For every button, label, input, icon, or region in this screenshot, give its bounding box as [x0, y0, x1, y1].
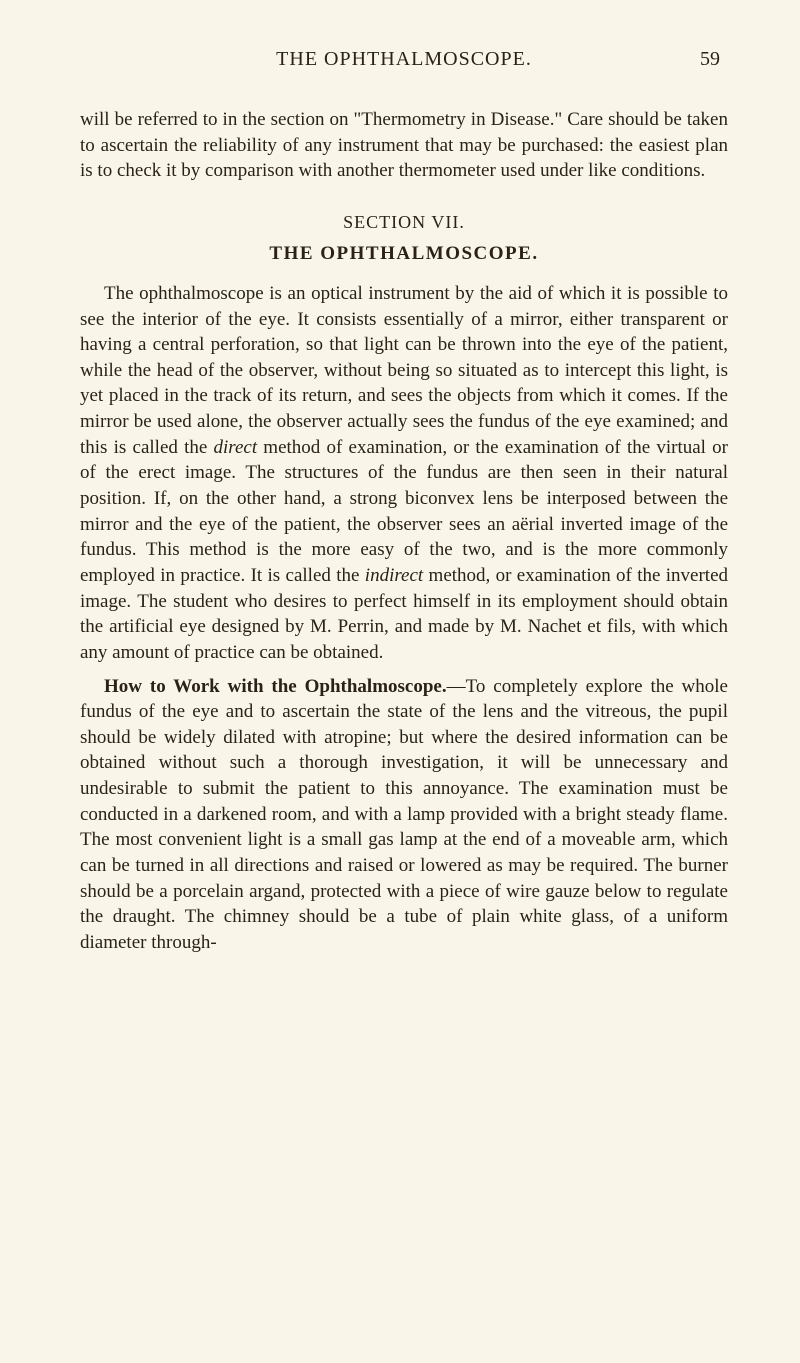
direct-italic: direct [213, 437, 257, 458]
how-to-work-text: —To completely explore the whole fundus … [80, 676, 728, 953]
indirect-italic: indirect [365, 565, 423, 586]
main-paragraph: The ophthalmoscope is an optical instrum… [80, 281, 728, 666]
header-title: THE OPHTHALMOSCOPE. [128, 48, 680, 71]
how-to-work-paragraph: How to Work with the Ophthalmoscope.—To … [80, 674, 728, 956]
page-number: 59 [680, 48, 720, 71]
main-text-part1: The ophthalmoscope is an optical instrum… [80, 283, 728, 458]
how-to-work-heading: How to Work with the Ophthalmoscope. [104, 676, 447, 697]
section-title: THE OPHTHALMOSCOPE. [80, 243, 728, 265]
main-text-part2: method of examination, or the examinatio… [80, 437, 728, 586]
intro-paragraph: will be referred to in the section on "T… [80, 107, 728, 184]
page-header: THE OPHTHALMOSCOPE. 59 [80, 48, 728, 71]
section-label: SECTION VII. [80, 212, 728, 233]
